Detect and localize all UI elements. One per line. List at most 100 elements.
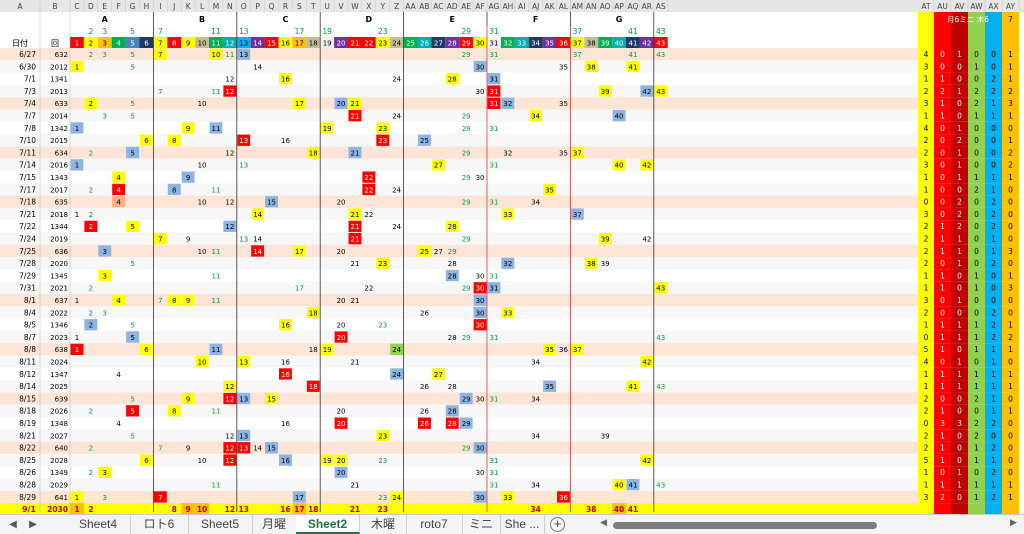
- sheet-tab-6[interactable]: roto7: [406, 515, 463, 534]
- next-draw-value: 2: [88, 505, 93, 514]
- header-color-cell: [125, 37, 140, 48]
- side-value: 0: [940, 173, 945, 182]
- cell-value: 31: [489, 51, 498, 59]
- row-date: 8/4: [24, 308, 36, 317]
- column-header-e: E: [102, 2, 107, 11]
- sheet-tab-0[interactable]: Sheet4: [66, 515, 131, 534]
- cell-value: 12: [225, 88, 234, 96]
- side-tail: [968, 503, 985, 514]
- header-cell-number: 41: [628, 40, 637, 48]
- horizontal-scrollbar[interactable]: [613, 522, 877, 529]
- cell-highlight: [418, 417, 431, 429]
- cell-value: 28: [448, 334, 457, 342]
- cell-highlight: [292, 245, 306, 257]
- cell-highlight: [473, 319, 487, 331]
- row-round: 2023: [50, 334, 68, 342]
- side-cell: [934, 134, 951, 147]
- cell-highlight: [529, 110, 543, 122]
- cell-highlight: [640, 85, 654, 97]
- cell-value: 35: [559, 63, 568, 71]
- cell-value: 31: [489, 88, 498, 96]
- header-color-cell: [375, 37, 390, 48]
- header-cell-number: 38: [587, 40, 596, 48]
- cell-value: 18: [309, 383, 318, 391]
- column-header-an: AN: [586, 2, 597, 11]
- data-row: [0, 257, 918, 270]
- side-cell: [1002, 429, 1019, 442]
- next-draw-value: 16: [280, 505, 290, 514]
- side-cell: [1002, 121, 1019, 135]
- side-cell: [985, 171, 1002, 184]
- side-value: 1: [957, 296, 962, 305]
- side-cell: [951, 207, 968, 221]
- sheet-tab-8[interactable]: She ...: [500, 515, 545, 534]
- prev-sheet-button[interactable]: ◀: [9, 519, 17, 530]
- data-row: [0, 60, 918, 73]
- side-cell: [918, 269, 934, 282]
- cell-value: 9: [186, 125, 190, 133]
- side-value: 1: [974, 173, 979, 182]
- add-sheet-button[interactable]: +: [550, 517, 565, 532]
- scroll-left-arrow[interactable]: ◀: [600, 517, 607, 527]
- side-value: 1: [940, 456, 945, 465]
- cell-highlight: [223, 380, 237, 392]
- cell-value: 30: [476, 395, 485, 403]
- side-cell: [1002, 158, 1019, 171]
- column-header-ae: AE: [461, 2, 471, 11]
- header-cell-number: 28: [448, 40, 457, 48]
- side-cell: [968, 392, 985, 405]
- data-row: [0, 294, 918, 307]
- side-value: 1: [1008, 75, 1013, 84]
- cell-value: 27: [434, 162, 443, 170]
- cell-value: 30: [476, 88, 485, 96]
- side-cell: [985, 392, 1002, 405]
- side-value: 1: [924, 112, 929, 121]
- cell-value: 39: [601, 88, 610, 96]
- cell-highlight: [98, 245, 112, 257]
- cell-highlight: [279, 73, 292, 85]
- side-cell: [951, 257, 968, 270]
- cell-value: 29: [462, 51, 471, 59]
- cell-value: 22: [364, 211, 373, 219]
- side-value: 0: [940, 198, 945, 207]
- cell-highlight: [640, 454, 654, 466]
- sheet-tab-1[interactable]: ロト6: [130, 515, 189, 534]
- side-value: 2: [924, 235, 929, 244]
- side-value: 0: [974, 75, 979, 84]
- cell-highlight: [543, 380, 556, 392]
- cell-highlight: [376, 134, 390, 146]
- side-value: 0: [957, 99, 962, 108]
- side-value: 0: [1008, 456, 1013, 465]
- cell-highlight: [557, 491, 570, 503]
- scroll-right-arrow[interactable]: ▶: [1010, 517, 1017, 527]
- side-value: 1: [974, 370, 979, 379]
- sheet-tab-2[interactable]: Sheet5: [188, 515, 253, 534]
- sheet-tab-7[interactable]: ミニ: [462, 515, 501, 534]
- row-round: 640: [55, 445, 68, 453]
- cell-value: 31: [489, 100, 498, 108]
- cell-value: 7: [158, 445, 162, 453]
- side-value: 1: [991, 112, 996, 121]
- next-sheet-button[interactable]: ▶: [29, 519, 37, 530]
- data-row: [0, 171, 918, 184]
- header-cell-number: 43: [656, 40, 665, 48]
- header-cell-number: 39: [601, 40, 610, 48]
- spreadsheet-grid[interactable]: A B C D E F G H I J K L M N O P Q R S T U V W X Y Z AA AB AC AD AE AF AG…: [0, 0, 1024, 514]
- header-cell-number: 6: [144, 40, 149, 48]
- sheet-tab-4[interactable]: Sheet2: [296, 515, 360, 534]
- side-value: 3: [924, 296, 929, 305]
- cell-value: 23: [378, 137, 387, 145]
- header-cell-number: 19: [323, 40, 332, 48]
- sheet-tab-5[interactable]: 木曜: [360, 515, 407, 534]
- data-row: [0, 84, 918, 98]
- cell-highlight: [334, 97, 348, 109]
- header-color-cell: [292, 37, 307, 48]
- side-value: 0: [957, 284, 962, 293]
- row-date: 7/17: [19, 185, 36, 194]
- side-tail: [934, 503, 951, 514]
- sheet-tab-3[interactable]: 月曜: [252, 515, 297, 534]
- cell-highlight: [501, 97, 515, 109]
- row-round: 635: [55, 199, 68, 207]
- cell-value: 34: [531, 113, 540, 121]
- data-row: [0, 109, 918, 122]
